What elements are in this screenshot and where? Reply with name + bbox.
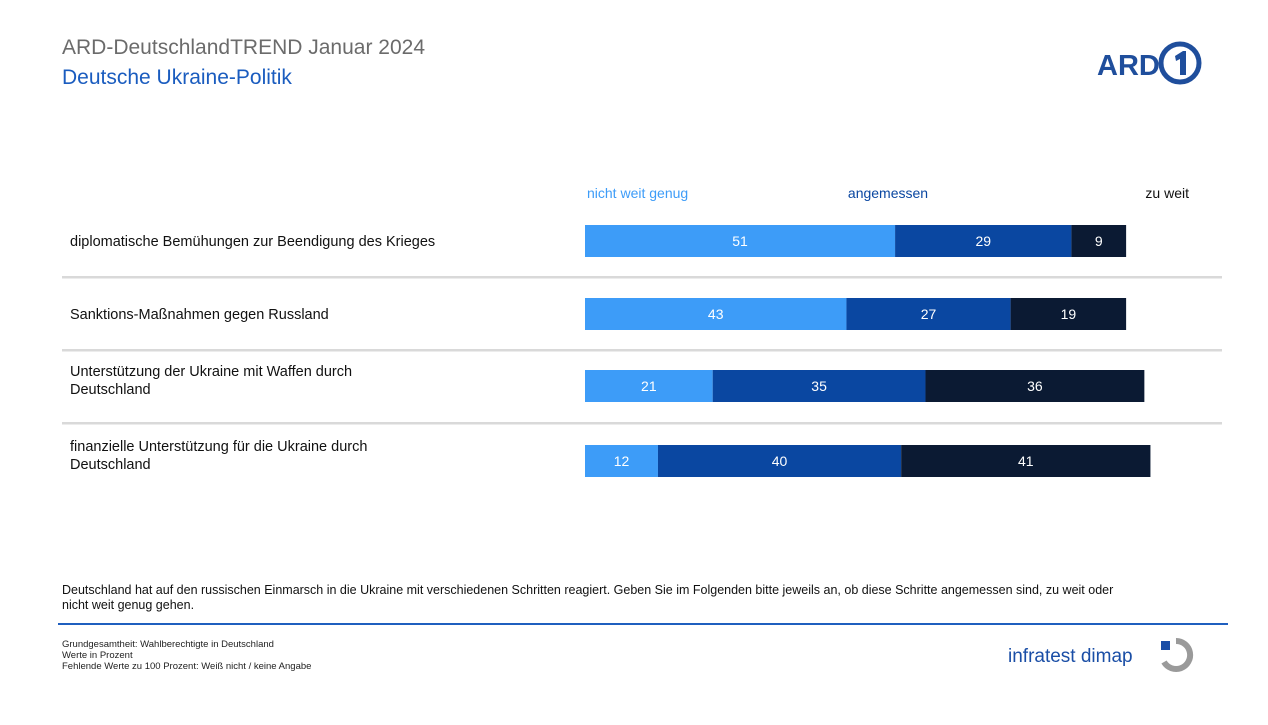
bar-angemessen bbox=[846, 298, 1011, 330]
legend-angemessen: angemessen bbox=[848, 185, 928, 201]
footnotes: Grundgesamtheit: Wahlberechtigte in Deut… bbox=[62, 639, 311, 672]
row-separator bbox=[62, 349, 1222, 352]
row-separator bbox=[62, 276, 1222, 279]
row-separator bbox=[62, 422, 1222, 425]
infratest-dimap-wordmark: infratest dimap bbox=[1008, 646, 1133, 667]
bar-angemessen bbox=[712, 370, 926, 402]
footnote-base: Grundgesamtheit: Wahlberechtigte in Deut… bbox=[62, 639, 274, 650]
data-label: 36 bbox=[1027, 378, 1043, 394]
data-label: 29 bbox=[975, 233, 991, 249]
data-label: 35 bbox=[811, 378, 827, 394]
bar-angemessen bbox=[895, 225, 1072, 257]
category-label: Deutschland bbox=[70, 457, 151, 473]
ard-logo-text: ARD bbox=[1097, 50, 1160, 82]
data-label: 51 bbox=[732, 233, 748, 249]
bar-zu-weit bbox=[1010, 298, 1127, 330]
bar-nicht-weit-genug bbox=[585, 298, 847, 330]
data-label: 27 bbox=[921, 306, 937, 322]
data-label: 12 bbox=[614, 453, 630, 469]
footnote-missing: Fehlende Werte zu 100 Prozent: Weiß nich… bbox=[62, 661, 312, 672]
data-label: 19 bbox=[1061, 306, 1077, 322]
legend-nicht-weit-genug: nicht weit genug bbox=[587, 185, 688, 201]
category-label: Unterstützung der Ukraine mit Waffen dur… bbox=[70, 364, 352, 380]
category-label: Sanktions-Maßnahmen gegen Russland bbox=[70, 307, 329, 323]
bar-nicht-weit-genug bbox=[585, 225, 896, 257]
question-text: Deutschland hat auf den russischen Einma… bbox=[62, 583, 1114, 612]
category-label: Deutschland bbox=[70, 382, 151, 398]
bar-nicht-weit-genug bbox=[585, 370, 713, 402]
footer-divider bbox=[58, 623, 1228, 625]
legend-zu-weit: zu weit bbox=[1145, 185, 1189, 201]
category-label: finanzielle Unterstützung für die Ukrain… bbox=[70, 439, 367, 455]
bar-zu-weit bbox=[901, 445, 1151, 477]
category-label: diplomatische Bemühungen zur Beendigung … bbox=[70, 234, 435, 250]
data-label: 21 bbox=[641, 378, 657, 394]
infratest-dimap-logo-icon bbox=[1161, 637, 1194, 672]
data-label: 43 bbox=[708, 306, 724, 322]
ard-logo: ARD bbox=[1097, 41, 1202, 85]
bar-zu-weit bbox=[1071, 225, 1127, 257]
bar-angemessen bbox=[657, 445, 902, 477]
data-label: 41 bbox=[1018, 453, 1034, 469]
data-label: 40 bbox=[772, 453, 788, 469]
page-subtitle: Deutsche Ukraine-Politik bbox=[62, 66, 292, 89]
data-label: 9 bbox=[1095, 233, 1103, 249]
footnote-unit: Werte in Prozent bbox=[62, 650, 133, 661]
stacked-bar-chart: nicht weit genug angemessen zu weit diploma… bbox=[62, 185, 1222, 477]
bar-nicht-weit-genug bbox=[585, 445, 658, 477]
bar-zu-weit bbox=[925, 370, 1145, 402]
page-title: ARD-DeutschlandTREND Januar 2024 bbox=[62, 36, 425, 59]
